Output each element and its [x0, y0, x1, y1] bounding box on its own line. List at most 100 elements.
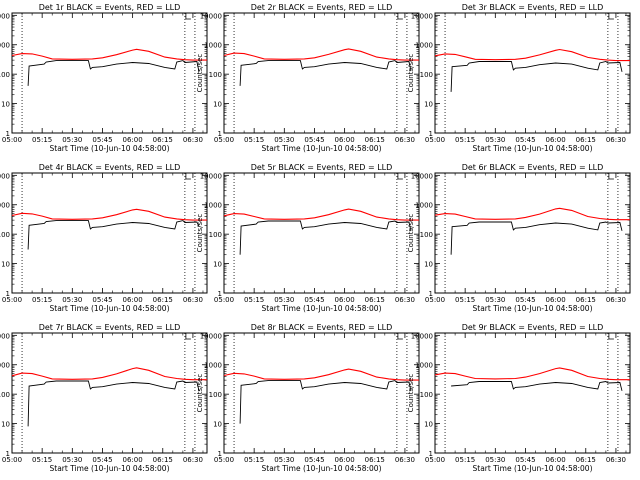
- y-tick-label: 100: [0, 231, 10, 239]
- y-tick-label: 1: [218, 290, 222, 298]
- y-tick-label: 10: [1, 421, 10, 429]
- x-tick-label: 05:30: [62, 136, 82, 144]
- events-series-line: [27, 60, 200, 86]
- y-axis-label: Counts/sec: [407, 54, 415, 93]
- x-axis-label: Start Time (10-Jun-10 04:58:00): [473, 144, 593, 153]
- y-tick-label: 1: [6, 290, 10, 298]
- x-tick-label: 05:15: [455, 296, 475, 304]
- x-tick-label: 06:30: [183, 456, 203, 464]
- lld-series-line: [223, 368, 419, 381]
- y-tick-label: 10: [424, 261, 433, 269]
- x-tick-label: 06:30: [606, 296, 626, 304]
- y-tick-label: 10000: [200, 172, 222, 180]
- y-axis-label: Counts/sec: [196, 374, 204, 413]
- x-tick-label: 05:00: [425, 296, 445, 304]
- x-tick-label: 05:30: [274, 136, 294, 144]
- x-axis-label: Start Time (10-Jun-10 04:58:00): [262, 464, 382, 473]
- panel-title: Det 7r BLACK = Events, RED = LLD: [39, 323, 181, 332]
- panel-3: Det 3r BLACK = Events, RED = LLD 1 10 100 10…: [407, 3, 631, 153]
- y-tick-label: 1: [429, 450, 433, 458]
- lld-series-line: [11, 208, 207, 221]
- x-tick-label: 06:00: [546, 456, 566, 464]
- y-tick-label: 10000: [0, 332, 10, 340]
- y-tick-label: 1: [429, 290, 433, 298]
- x-tick-label: 05:15: [32, 136, 52, 144]
- x-tick-label: 05:45: [92, 296, 112, 304]
- x-tick-label: 06:00: [123, 456, 143, 464]
- x-tick-label: 06:00: [546, 136, 566, 144]
- x-tick-label: 06:15: [576, 136, 596, 144]
- y-tick-label: 10: [213, 421, 222, 429]
- x-tick-label: 05:00: [2, 136, 22, 144]
- panel-title: Det 3r BLACK = Events, RED = LLD: [462, 3, 604, 12]
- x-tick-label: 05:00: [425, 136, 445, 144]
- y-tick-label: 100: [420, 71, 433, 79]
- y-tick-label: 10000: [411, 172, 433, 180]
- y-tick-label: 100: [0, 71, 10, 79]
- panel-8: Det 8r BLACK = Events, RED = LLD 1 10 100 10…: [196, 323, 420, 473]
- x-tick-label: 05:30: [485, 296, 505, 304]
- events-series-line: [27, 220, 200, 250]
- events-series-line: [27, 380, 200, 427]
- y-tick-label: 1000: [415, 42, 433, 50]
- plot-frame: [11, 172, 208, 294]
- y-tick-label: 10: [213, 261, 222, 269]
- x-axis-label: Start Time (10-Jun-10 04:58:00): [473, 464, 593, 473]
- panel-9: Det 9r BLACK = Events, RED = LLD 1 10 100 10…: [407, 323, 631, 473]
- y-tick-label: 1000: [0, 362, 10, 370]
- panel-title: Det 8r BLACK = Events, RED = LLD: [251, 323, 393, 332]
- events-series-line: [450, 61, 623, 92]
- x-tick-label: 06:15: [153, 136, 173, 144]
- x-tick-label: 05:15: [244, 296, 264, 304]
- x-tick-label: 06:30: [606, 136, 626, 144]
- plot-frame: [11, 12, 208, 134]
- attenuator-flag-marker: [397, 13, 403, 20]
- events-series-line: [239, 60, 412, 86]
- x-tick-label: 06:30: [183, 136, 203, 144]
- attenuator-flag-marker: [608, 173, 614, 180]
- y-tick-label: 1000: [415, 362, 433, 370]
- x-tick-label: 05:45: [304, 296, 324, 304]
- x-tick-label: 06:15: [365, 456, 385, 464]
- y-tick-label: 10000: [0, 172, 10, 180]
- y-tick-label: 1: [218, 450, 222, 458]
- panel-title: Det 4r BLACK = Events, RED = LLD: [39, 163, 181, 172]
- panel-2: Det 2r BLACK = Events, RED = LLD 1 10 100 10…: [196, 3, 420, 153]
- plot-frame: [434, 332, 631, 454]
- y-axis-label: Counts/sec: [407, 374, 415, 413]
- lld-series-line: [11, 367, 207, 381]
- x-tick-label: 06:15: [365, 136, 385, 144]
- attenuator-flag-marker: [397, 173, 403, 180]
- x-tick-label: 06:15: [576, 296, 596, 304]
- y-tick-label: 1: [6, 450, 10, 458]
- x-tick-label: 06:30: [395, 296, 415, 304]
- y-axis-label: Counts/sec: [196, 214, 204, 253]
- x-tick-label: 05:30: [62, 296, 82, 304]
- x-axis-label: Start Time (10-Jun-10 04:58:00): [50, 304, 170, 313]
- x-tick-label: 05:15: [455, 456, 475, 464]
- y-tick-label: 10: [424, 421, 433, 429]
- events-series-line: [239, 220, 412, 255]
- x-tick-label: 05:30: [485, 456, 505, 464]
- attenuator-flag-marker: [608, 333, 614, 340]
- x-axis-label: Start Time (10-Jun-10 04:58:00): [50, 464, 170, 473]
- x-tick-label: 05:45: [92, 136, 112, 144]
- plot-frame: [223, 172, 420, 294]
- plot-frame: [11, 332, 208, 454]
- x-tick-label: 05:30: [274, 296, 294, 304]
- y-tick-label: 10: [1, 101, 10, 109]
- panel-1: Det 1r BLACK = Events, RED = LLD 1 10 100 10…: [0, 3, 208, 153]
- y-tick-label: 1000: [204, 42, 222, 50]
- x-tick-label: 05:30: [274, 456, 294, 464]
- x-tick-label: 05:30: [62, 456, 82, 464]
- x-tick-label: 06:30: [395, 456, 415, 464]
- x-axis-label: Start Time (10-Jun-10 04:58:00): [262, 144, 382, 153]
- lld-series-line: [434, 367, 630, 381]
- x-tick-label: 06:00: [335, 456, 355, 464]
- y-tick-label: 10000: [0, 12, 10, 20]
- plot-frame: [223, 12, 420, 134]
- x-tick-label: 05:45: [304, 456, 324, 464]
- panel-6: Det 6r BLACK = Events, RED = LLD 1 10 100 10…: [407, 163, 631, 313]
- x-tick-label: 06:15: [153, 296, 173, 304]
